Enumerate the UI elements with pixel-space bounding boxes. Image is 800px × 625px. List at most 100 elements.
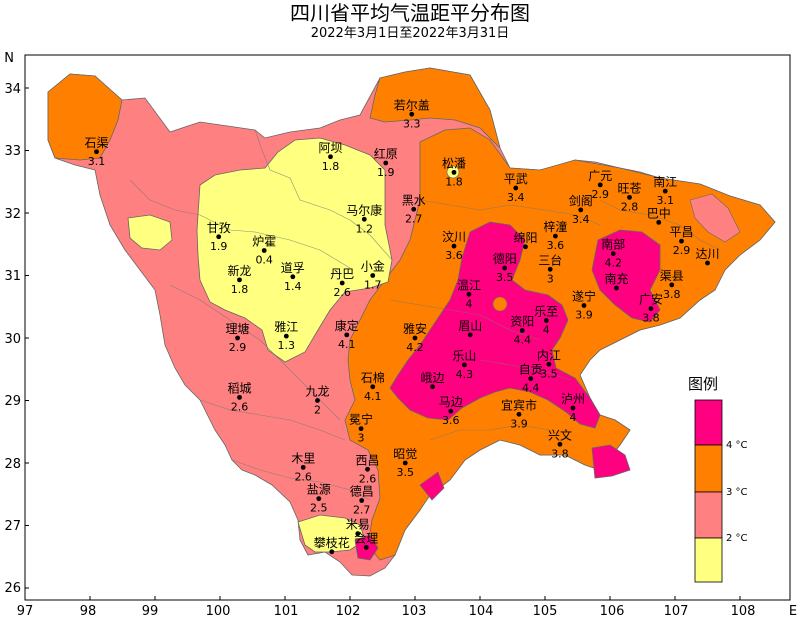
pocket-pink-ne	[689, 193, 741, 243]
x-tick-label: 105	[533, 604, 558, 619]
station-name: 剑阁	[569, 193, 593, 208]
station-value: 3.9	[575, 309, 593, 322]
station-name: 渠县	[660, 269, 684, 283]
y-tick-label: 28	[4, 457, 21, 472]
x-tick-label: 108	[731, 604, 756, 619]
x-tick-label: 100	[206, 604, 231, 619]
station-name: 眉山	[458, 319, 482, 333]
station-marker: 盐源 2.5	[307, 483, 331, 515]
station-marker: 宜宾市 3.9	[501, 397, 537, 430]
province-region-3c-east	[344, 127, 776, 561]
station-marker: 雅江 1.3	[274, 319, 298, 352]
station-value: 2.6	[231, 400, 249, 413]
x-tick-label: 98	[80, 604, 97, 619]
station-dot	[705, 260, 710, 266]
station-name: 石棉	[361, 371, 385, 385]
station-marker: 遂宁 3.9	[572, 289, 596, 322]
station-dot	[669, 282, 675, 288]
station-marker: 道孚 1.4	[281, 261, 305, 293]
station-name: 石渠	[84, 136, 108, 150]
station-value: 4.1	[364, 390, 382, 403]
station-dot	[235, 335, 240, 341]
station-value: 1.8	[445, 175, 463, 188]
province-region-3c-north	[369, 67, 501, 150]
station-name: 理塘	[226, 321, 250, 336]
station-dot	[679, 238, 684, 244]
station-name: 遂宁	[572, 289, 596, 304]
station-dot	[402, 460, 408, 466]
station-dot	[365, 466, 370, 472]
station-marker: 稻城 2.6	[227, 381, 251, 413]
station-name: 绵阳	[513, 231, 537, 245]
station-marker: 若尔盖 3.3	[394, 97, 430, 130]
province-region-above-4c-se	[591, 444, 631, 479]
station-marker: 广元 2.9	[588, 169, 612, 201]
station-dot	[467, 332, 473, 338]
x-tick-label: 97	[17, 604, 34, 619]
x-tick-label: 106	[600, 604, 625, 619]
station-dot	[237, 277, 242, 283]
station-marker: 米易	[346, 518, 370, 537]
station-value: 2.6	[359, 472, 377, 485]
station-value: 3.6	[442, 414, 460, 427]
station-name: 旺苍	[617, 181, 641, 195]
station-dot	[581, 303, 587, 308]
station-dot	[516, 411, 522, 417]
station-dot	[358, 426, 364, 432]
station-marker: 九龙 2	[305, 385, 329, 417]
station-marker: 丹巴 2.6	[330, 267, 354, 299]
station-name: 南江	[653, 174, 677, 189]
station-value: 3.8	[642, 312, 660, 325]
station-dot	[519, 328, 525, 333]
station-name: 盐源	[307, 483, 331, 497]
station-dot	[328, 154, 333, 160]
station-dot	[359, 498, 365, 503]
station-name: 兴文	[548, 427, 572, 442]
station-dot	[409, 111, 415, 117]
station-value: 4.2	[406, 341, 424, 354]
station-dot	[370, 384, 376, 390]
station-name: 马尔康	[346, 202, 382, 217]
station-marker: 马边 3.6	[439, 395, 463, 427]
station-value: 3.1	[657, 194, 675, 207]
station-marker: 德阳 3.5	[493, 251, 517, 284]
station-value: 3.8	[551, 447, 569, 460]
station-dot	[283, 333, 289, 339]
station-dot	[553, 233, 558, 239]
station-value: 1.2	[356, 222, 374, 235]
station-dot	[411, 206, 417, 212]
legend-title: 图例	[688, 375, 718, 393]
station-value: 3	[547, 272, 554, 285]
station-value: 4.3	[456, 368, 474, 381]
station-dot	[363, 544, 369, 550]
station-name: 乐至	[534, 305, 558, 319]
station-value: 3.6	[547, 239, 565, 252]
station-dot	[237, 394, 242, 400]
station-dot	[290, 274, 296, 280]
station-marker: 黑水 2.7	[402, 193, 426, 225]
station-marker: 松潘 1.8	[442, 156, 466, 188]
legend-swatch-3-4c	[694, 444, 723, 493]
station-marker: 昭觉 3.5	[393, 447, 417, 479]
station-value: 3.3	[403, 117, 421, 130]
legend: 图例 4 °C 3 °C 2 °C	[688, 375, 748, 583]
station-value: 1.8	[322, 160, 340, 173]
station-value: 3.4	[507, 191, 525, 204]
station-name: 平昌	[669, 225, 693, 239]
station-marker: 资阳 4.4	[510, 315, 534, 347]
station-name: 泸州	[561, 392, 585, 406]
station-value: 2.5	[310, 502, 328, 515]
station-dot	[557, 441, 563, 447]
station-dot	[339, 280, 345, 286]
station-dot	[370, 273, 376, 278]
station-marker: 剑阁 3.4	[569, 193, 593, 226]
station-dot	[662, 188, 668, 194]
station-dot	[261, 248, 267, 253]
station-name: 乐山	[452, 349, 476, 363]
station-marker: 内江 3.5	[537, 348, 561, 380]
x-tick-label: 103	[402, 604, 427, 619]
station-dot	[547, 266, 553, 272]
legend-label: 3 °C	[726, 487, 748, 498]
station-name: 丹巴	[330, 267, 354, 281]
station-marker: 旺苍 2.8	[617, 181, 641, 213]
